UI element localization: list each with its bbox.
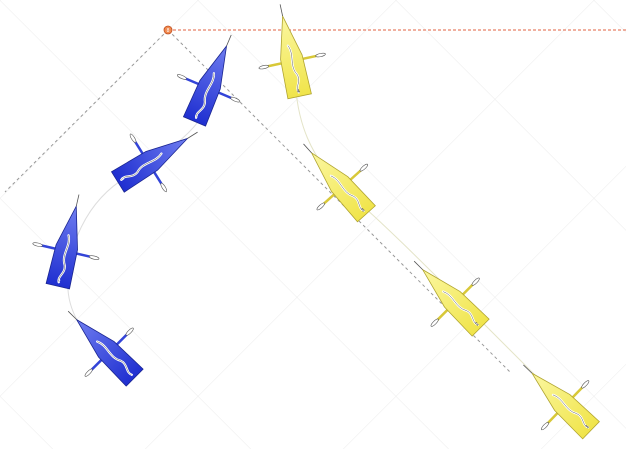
- boat-label: 3: [119, 177, 126, 183]
- oar-blade: [32, 242, 43, 247]
- oar-blade: [230, 96, 241, 103]
- boat-label: 2: [57, 278, 61, 285]
- boat: 4: [176, 34, 241, 127]
- crew-outline: [195, 73, 215, 118]
- oar-blade: [84, 368, 93, 377]
- boat-label: 2: [474, 321, 480, 327]
- rudder-line: [523, 364, 533, 374]
- oar-blade: [471, 277, 480, 286]
- hull: [280, 14, 312, 100]
- oar-blade: [176, 74, 187, 80]
- crew-outline: [121, 153, 162, 180]
- crew-outline: [58, 235, 70, 283]
- boat: 4: [258, 4, 326, 100]
- rudder-line: [75, 194, 80, 207]
- mark: [163, 25, 173, 35]
- boat: 1: [523, 364, 600, 440]
- oar-blade: [359, 163, 369, 172]
- boat: 1: [67, 310, 144, 387]
- rudder-line: [413, 260, 423, 270]
- crew-outline: [97, 341, 132, 375]
- rudder-line: [279, 4, 283, 17]
- oar-blade: [430, 318, 439, 327]
- hull: [110, 137, 189, 193]
- boat: 2: [413, 260, 490, 337]
- oar-blade: [88, 255, 100, 260]
- rudder-line: [226, 34, 232, 47]
- rudder-line: [67, 310, 77, 320]
- boat: 3: [303, 143, 376, 223]
- boat: 3: [110, 131, 198, 193]
- boat-label: 3: [360, 207, 366, 213]
- layline-left: [4, 29, 169, 193]
- oar-blade: [315, 52, 326, 58]
- rudder-line: [187, 131, 198, 139]
- oar-blade: [581, 380, 590, 389]
- boat-label: 4: [297, 88, 301, 94]
- boats: 1 2 3 4 1 2 3 4: [32, 4, 600, 440]
- hull: [182, 44, 228, 127]
- mark-label: 8: [167, 28, 170, 34]
- oar-blade: [160, 182, 168, 193]
- yellow-wake: [294, 69, 581, 421]
- oar-blade: [258, 64, 270, 70]
- boat-label: 1: [128, 371, 134, 377]
- oar-blade: [541, 422, 549, 431]
- oar-blade: [316, 202, 325, 211]
- rudder-line: [303, 143, 312, 154]
- boat-label: 4: [194, 114, 199, 121]
- oar-blade: [125, 327, 134, 336]
- boat-label: 1: [585, 424, 591, 430]
- crew-outline: [552, 394, 589, 428]
- oar-blade: [129, 133, 137, 143]
- hull: [45, 204, 78, 290]
- boat: 2: [32, 194, 100, 290]
- crew-outline: [330, 175, 364, 211]
- crew-outline: [443, 291, 478, 325]
- crew-outline: [287, 45, 299, 93]
